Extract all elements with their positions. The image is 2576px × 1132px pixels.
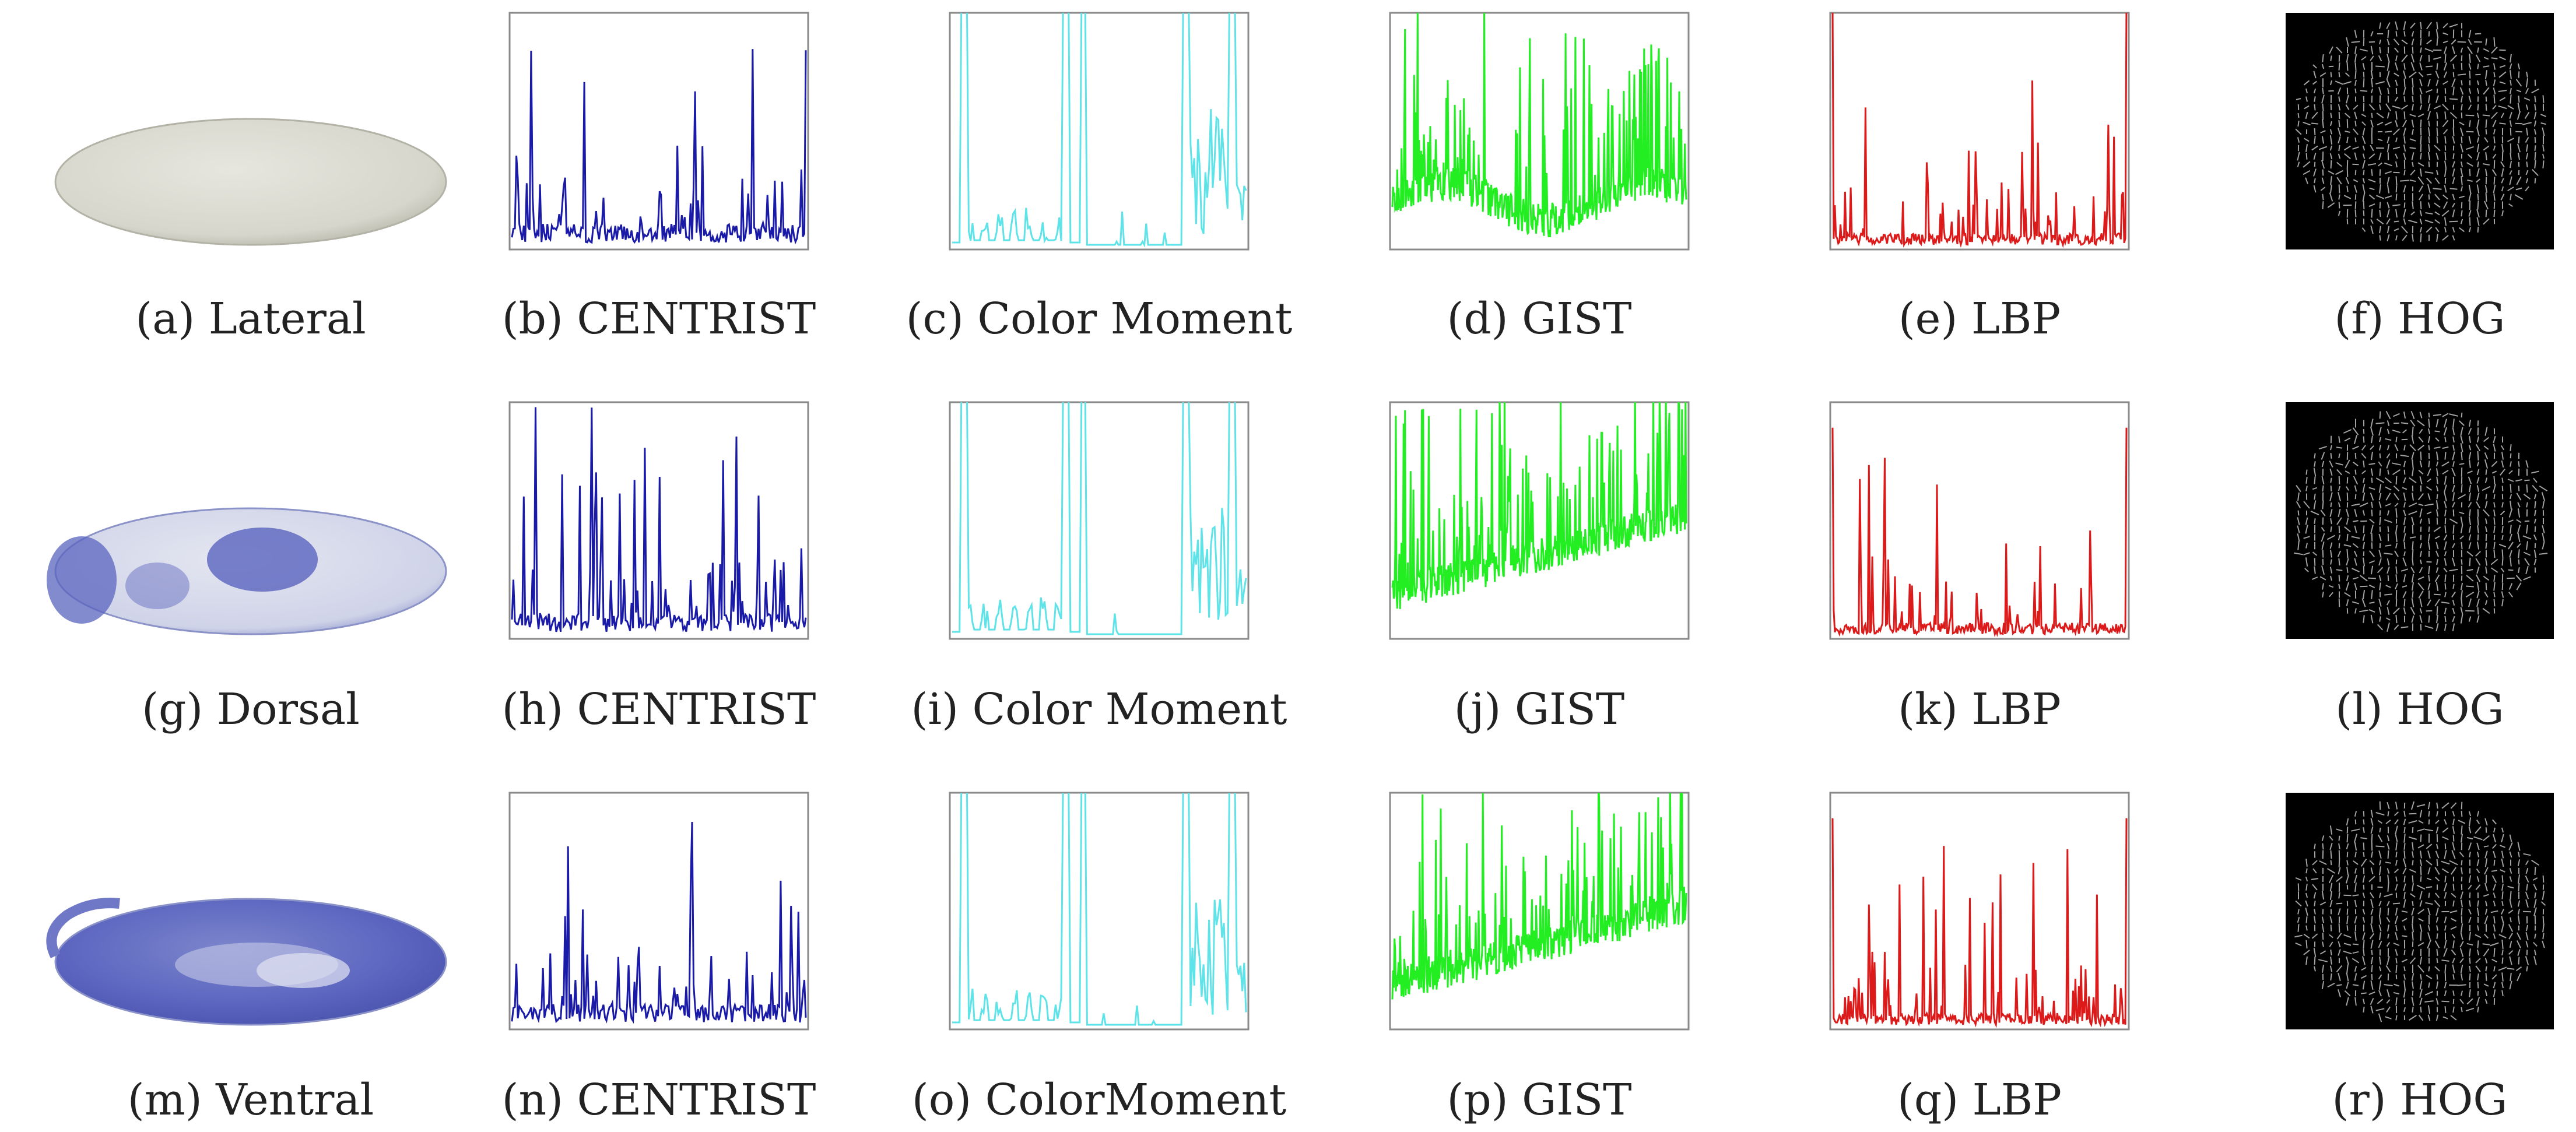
plot-c <box>949 12 1250 251</box>
gist-series-line <box>1391 793 1687 1000</box>
plot-i <box>949 401 1250 640</box>
hog-gradient-strokes <box>2295 21 2546 242</box>
plot-frame <box>949 12 1250 251</box>
plot-frame <box>949 792 1250 1031</box>
plot-b <box>508 12 809 251</box>
caption-b: (b) CENTRIST <box>501 294 816 344</box>
plot-n <box>508 792 809 1031</box>
stain-patch <box>125 563 189 609</box>
caption-k: (k) LBP <box>1898 684 2061 734</box>
caption-j: (j) GIST <box>1454 684 1625 734</box>
color-moment-series-line <box>952 13 1247 248</box>
centrist-series-line <box>511 49 807 245</box>
embryo-image-a <box>54 118 447 246</box>
centrist-series-line <box>511 821 807 1024</box>
plot-frame <box>949 401 1250 640</box>
gist-series-line <box>1391 13 1687 238</box>
caption-q: (q) LBP <box>1897 1075 2062 1125</box>
plot-k <box>1829 401 2130 640</box>
caption-e: (e) LBP <box>1898 294 2061 344</box>
caption-a: (a) Lateral <box>135 294 366 344</box>
stain-patch <box>207 528 318 592</box>
caption-h: (h) CENTRIST <box>501 684 816 734</box>
gist-series-line <box>1391 402 1687 609</box>
hog-visualization-l <box>2286 402 2554 639</box>
stain-highlight <box>257 953 350 988</box>
caption-f: (f) HOG <box>2334 294 2505 344</box>
color-moment-series-line <box>952 402 1247 635</box>
plot-j <box>1389 401 1690 640</box>
hog-background <box>2286 793 2554 1029</box>
embryo-image-g <box>47 507 447 635</box>
plot-d <box>1389 12 1690 251</box>
caption-p: (p) GIST <box>1447 1075 1632 1125</box>
stain-patch <box>47 536 117 624</box>
embryo-image-m <box>46 898 447 1026</box>
plot-h <box>508 401 809 640</box>
caption-i: (i) Color Moment <box>911 684 1287 734</box>
lbp-series-line <box>1831 13 2128 248</box>
embryo-body <box>54 118 447 246</box>
plot-p <box>1389 792 1690 1031</box>
caption-d: (d) GIST <box>1447 294 1632 344</box>
caption-r: (r) HOG <box>2332 1075 2508 1125</box>
lbp-series-line <box>1831 818 2128 1028</box>
caption-n: (n) CENTRIST <box>501 1075 816 1125</box>
plot-e <box>1829 12 2130 251</box>
embryo-ragged-edge <box>46 898 120 959</box>
caption-m: (m) Ventral <box>127 1075 374 1125</box>
caption-g: (g) Dorsal <box>142 684 360 734</box>
lbp-series-line <box>1831 427 2128 638</box>
hog-gradient-strokes <box>2294 410 2548 632</box>
plot-q <box>1829 792 2130 1031</box>
hog-background <box>2286 13 2554 249</box>
caption-o: (o) ColorMoment <box>911 1075 1287 1125</box>
centrist-series-line <box>511 407 807 632</box>
plot-frame <box>1829 401 2130 640</box>
color-moment-series-line <box>952 793 1247 1026</box>
caption-c: (c) Color Moment <box>906 294 1293 344</box>
hog-gradient-strokes <box>2294 801 2546 1022</box>
caption-l: (l) HOG <box>2335 684 2504 734</box>
hog-visualization-r <box>2286 793 2554 1029</box>
plot-o <box>949 792 1250 1031</box>
hog-visualization-f <box>2286 13 2554 249</box>
plot-frame <box>1829 12 2130 251</box>
